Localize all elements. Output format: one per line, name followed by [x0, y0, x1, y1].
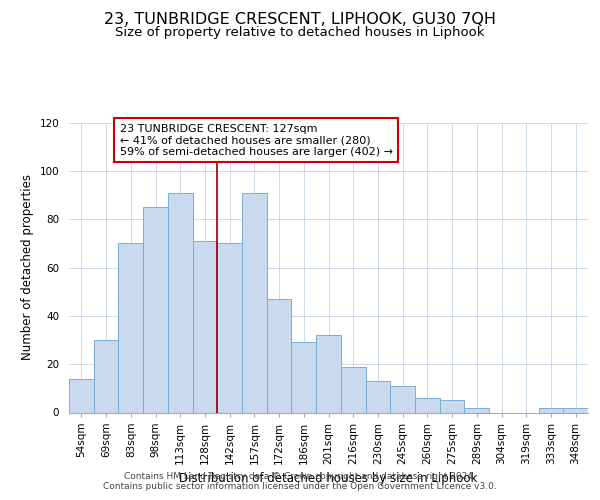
Bar — [168, 192, 193, 412]
Text: Size of property relative to detached houses in Liphook: Size of property relative to detached ho… — [115, 26, 485, 39]
X-axis label: Distribution of detached houses by size in Liphook: Distribution of detached houses by size … — [179, 472, 478, 485]
Bar — [94, 340, 118, 412]
Bar — [365, 381, 390, 412]
Bar — [563, 408, 588, 412]
Text: 23 TUNBRIDGE CRESCENT: 127sqm
← 41% of detached houses are smaller (280)
59% of : 23 TUNBRIDGE CRESCENT: 127sqm ← 41% of d… — [119, 124, 392, 157]
Bar — [217, 244, 242, 412]
Bar — [390, 386, 415, 412]
Bar — [316, 335, 341, 412]
Bar — [193, 241, 217, 412]
Text: Contains HM Land Registry data © Crown copyright and database right 2024.
Contai: Contains HM Land Registry data © Crown c… — [103, 472, 497, 491]
Bar — [118, 244, 143, 412]
Bar — [242, 192, 267, 412]
Bar — [292, 342, 316, 412]
Y-axis label: Number of detached properties: Number of detached properties — [21, 174, 34, 360]
Bar — [341, 366, 365, 412]
Bar — [143, 207, 168, 412]
Bar — [464, 408, 489, 412]
Bar — [415, 398, 440, 412]
Bar — [267, 299, 292, 412]
Text: 23, TUNBRIDGE CRESCENT, LIPHOOK, GU30 7QH: 23, TUNBRIDGE CRESCENT, LIPHOOK, GU30 7Q… — [104, 12, 496, 28]
Bar — [539, 408, 563, 412]
Bar — [440, 400, 464, 412]
Bar — [69, 378, 94, 412]
